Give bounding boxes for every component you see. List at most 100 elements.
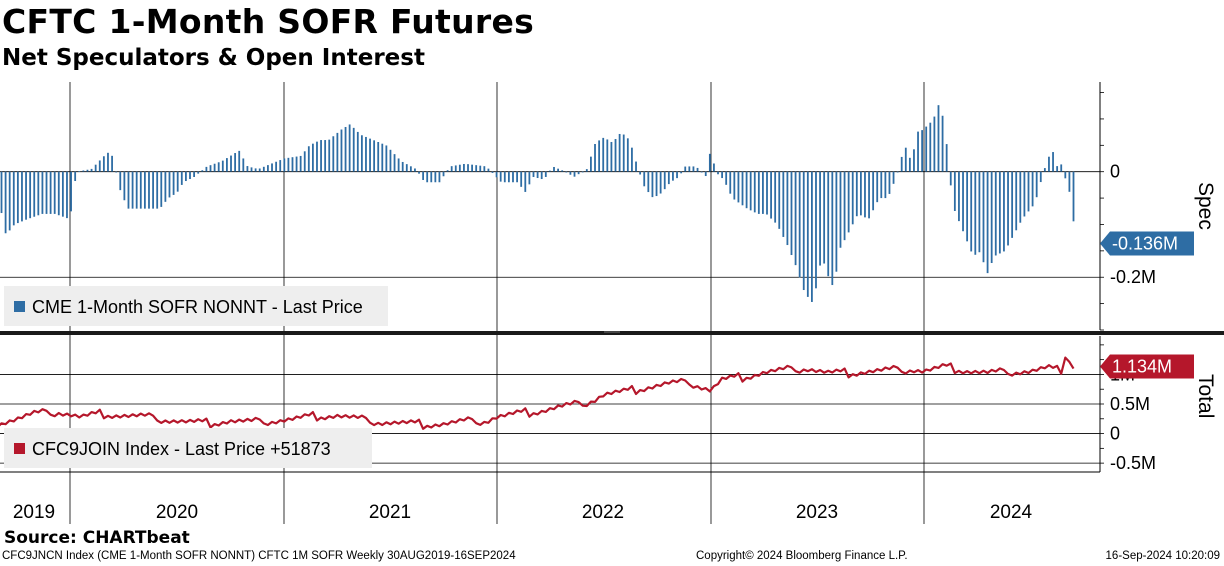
- spec-bar: [970, 171, 973, 252]
- spec-bar: [184, 171, 187, 182]
- spec-bar: [688, 166, 691, 172]
- spec-bar: [377, 142, 380, 172]
- spec-bar: [676, 171, 678, 179]
- spec-bar: [717, 171, 719, 175]
- spec-last-value-box: [1100, 231, 1194, 256]
- spec-bar: [536, 171, 539, 179]
- spec-bar: [1043, 168, 1046, 172]
- footer-timestamp: 16-Sep-2024 10:20:09: [1105, 550, 1220, 562]
- spec-bar: [659, 171, 662, 194]
- spec-bar: [585, 169, 588, 172]
- spec-bar: [119, 171, 122, 191]
- total-axis-title: Total: [1194, 374, 1217, 418]
- footer-series-info: CFC9JNCN Index (CME 1-Month SOFR NONNT) …: [2, 550, 516, 562]
- spec-bar: [189, 171, 191, 180]
- spec-bar: [762, 171, 764, 214]
- spec-bar: [544, 171, 547, 177]
- spec-bar: [610, 141, 613, 172]
- spec-bar: [139, 171, 142, 209]
- spec-bar: [426, 171, 429, 183]
- spec-bar: [880, 171, 883, 199]
- spec-bar: [1015, 171, 1018, 231]
- spec-bar: [414, 168, 416, 172]
- spec-bar: [774, 171, 777, 223]
- spec-bar: [156, 171, 159, 209]
- spec-bar: [360, 135, 363, 172]
- spec-bar: [561, 170, 564, 172]
- spec-bar: [123, 171, 126, 201]
- spec-bar: [721, 171, 723, 179]
- spec-bar: [176, 171, 179, 192]
- spec-bar: [1007, 171, 1009, 246]
- total-tick-label: -0.5M: [1110, 453, 1156, 473]
- spec-bar: [463, 163, 465, 172]
- spec-bar: [864, 171, 866, 218]
- spec-bar: [242, 158, 245, 172]
- total-legend-swatch: [14, 443, 25, 454]
- spec-bar: [127, 171, 130, 209]
- spec-bar: [872, 171, 875, 211]
- spec-bar: [238, 150, 241, 172]
- spec-bar: [831, 171, 834, 286]
- spec-bar: [467, 164, 469, 172]
- spec-tick-label: 0: [1110, 162, 1120, 182]
- spec-bar: [798, 171, 801, 278]
- spec-bar: [205, 166, 208, 172]
- spec-bar: [896, 171, 899, 173]
- spec-bar: [851, 171, 854, 225]
- spec-bar: [373, 140, 376, 172]
- spec-bar: [8, 171, 11, 231]
- spec-bar: [622, 134, 625, 172]
- spec-bar: [471, 164, 473, 172]
- spec-bar: [458, 164, 461, 172]
- spec-bar: [503, 171, 506, 183]
- total-tick-label: 0: [1110, 424, 1120, 444]
- spec-bar: [704, 171, 707, 177]
- spec-bar: [819, 171, 821, 266]
- spec-bar: [631, 147, 633, 172]
- spec-bar: [258, 168, 261, 172]
- spec-bar: [393, 154, 396, 172]
- spec-bar: [45, 171, 48, 214]
- spec-bar: [573, 171, 576, 177]
- spec-bar: [479, 165, 482, 172]
- spec-bar: [344, 126, 347, 172]
- spec-bar: [778, 171, 781, 229]
- spec-bar: [328, 139, 331, 172]
- spec-bar: [495, 171, 498, 178]
- spec-bar: [246, 166, 249, 172]
- spec-bar: [434, 171, 437, 183]
- spec-bar: [160, 171, 163, 207]
- spec-bar: [647, 171, 650, 193]
- spec-bar: [626, 138, 629, 172]
- spec-bar: [745, 171, 748, 209]
- source-note: Source: CHARTbeat: [4, 528, 190, 548]
- spec-legend-bg: [4, 286, 388, 326]
- spec-bar: [982, 171, 985, 263]
- spec-bar: [602, 137, 605, 172]
- spec-bar: [520, 171, 523, 187]
- spec-bar: [859, 171, 862, 216]
- spec-bar: [454, 165, 457, 172]
- spec-bar: [949, 171, 952, 186]
- spec-bar: [299, 155, 302, 172]
- spec-bar: [684, 166, 687, 172]
- spec-bar: [201, 170, 204, 172]
- spec-bar: [953, 171, 956, 212]
- spec-bar: [442, 171, 445, 177]
- spec-bar: [847, 171, 850, 233]
- spec-bar: [381, 143, 384, 172]
- spec-bar: [512, 171, 514, 183]
- spec-bar: [1048, 156, 1050, 172]
- spec-bar: [295, 156, 298, 172]
- total-tick-label: 0.5M: [1110, 394, 1150, 414]
- spec-bar: [283, 158, 286, 172]
- spec-bar: [1068, 171, 1071, 192]
- total-series-line: [0, 356, 1075, 430]
- spec-bar: [696, 167, 699, 172]
- spec-bar: [643, 171, 646, 187]
- spec-bar: [1027, 171, 1030, 212]
- spec-bar: [320, 140, 322, 172]
- spec-legend-swatch: [14, 301, 25, 312]
- total-line-layer: [0, 356, 1075, 430]
